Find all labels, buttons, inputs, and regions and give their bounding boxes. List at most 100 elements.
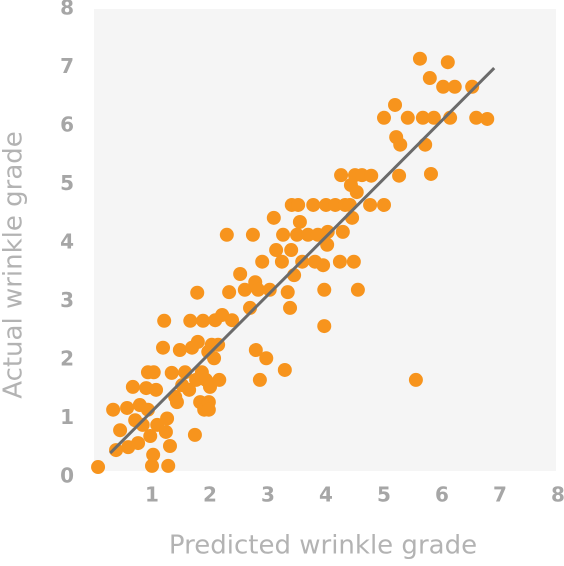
point	[334, 168, 349, 183]
point	[106, 402, 121, 417]
x-tick-label: 1	[145, 483, 159, 507]
point	[469, 110, 484, 125]
point	[345, 210, 360, 225]
point	[317, 282, 332, 297]
point	[412, 51, 427, 66]
point	[480, 111, 495, 126]
point	[162, 438, 177, 453]
point	[248, 343, 263, 358]
point	[291, 197, 306, 212]
point	[317, 319, 332, 334]
point	[290, 227, 304, 242]
y-tick-label: 0	[60, 464, 74, 488]
point	[350, 282, 365, 297]
point	[219, 227, 234, 242]
point	[222, 285, 237, 300]
point	[440, 55, 455, 70]
y-tick-label: 4	[60, 230, 74, 254]
point	[207, 351, 222, 366]
trend-line	[109, 67, 496, 455]
point	[109, 443, 124, 458]
point	[363, 197, 378, 212]
point	[393, 137, 408, 152]
point	[269, 243, 284, 258]
point	[156, 340, 171, 355]
point	[225, 313, 240, 328]
point	[280, 285, 295, 300]
y-tick-label: 2	[60, 347, 74, 371]
point	[277, 362, 292, 377]
x-tick-label: 6	[435, 483, 449, 507]
point	[364, 168, 379, 183]
point	[447, 79, 462, 94]
y-tick-label: 8	[60, 0, 74, 20]
point	[120, 400, 135, 415]
point	[125, 379, 140, 394]
point	[301, 227, 316, 242]
point	[423, 166, 438, 181]
point	[91, 460, 106, 475]
y-tick-label: 3	[60, 288, 74, 312]
point	[190, 334, 205, 349]
point	[233, 267, 248, 282]
point	[169, 395, 184, 410]
x-tick-label: 5	[377, 483, 391, 507]
x-tick-label: 3	[261, 483, 275, 507]
point	[158, 424, 173, 439]
x-tick-label: 2	[203, 483, 217, 507]
point	[157, 313, 172, 328]
point	[131, 436, 146, 451]
point	[408, 372, 423, 387]
point	[182, 382, 197, 397]
point	[113, 423, 128, 438]
point	[255, 254, 270, 269]
y-tick-label: 7	[60, 54, 74, 78]
point	[377, 197, 391, 212]
y-axis-title: Actual wrinkle grade	[0, 131, 29, 399]
point	[146, 447, 161, 462]
point	[196, 313, 211, 328]
point	[316, 258, 331, 273]
point	[388, 97, 403, 112]
point	[283, 300, 298, 315]
x-tick-label: 4	[319, 483, 333, 507]
point	[252, 372, 267, 387]
point	[245, 227, 260, 242]
point	[335, 224, 350, 239]
point	[164, 365, 179, 380]
point	[201, 402, 216, 417]
point	[160, 411, 175, 426]
point	[259, 351, 274, 366]
point	[320, 224, 335, 239]
y-tick-label: 6	[60, 113, 74, 137]
point	[465, 79, 480, 94]
point	[237, 282, 252, 297]
x-tick-label: 7	[493, 483, 507, 507]
point	[212, 372, 227, 387]
point	[392, 168, 407, 183]
point	[332, 254, 347, 269]
point	[292, 214, 307, 229]
y-tick-label: 5	[60, 171, 74, 195]
point	[149, 382, 164, 397]
point	[426, 110, 441, 125]
point	[251, 282, 266, 297]
point	[377, 110, 391, 125]
point	[436, 79, 451, 94]
point	[349, 185, 364, 200]
point	[187, 427, 202, 442]
point	[190, 285, 205, 300]
point	[320, 237, 335, 252]
x-tick-label: 8	[551, 483, 564, 507]
point	[172, 343, 187, 358]
point	[143, 429, 158, 444]
point	[418, 137, 433, 152]
point	[262, 282, 277, 297]
point	[135, 417, 150, 432]
point	[422, 71, 437, 86]
point	[146, 365, 161, 380]
point	[400, 110, 415, 125]
point	[284, 243, 299, 258]
point	[415, 110, 430, 125]
